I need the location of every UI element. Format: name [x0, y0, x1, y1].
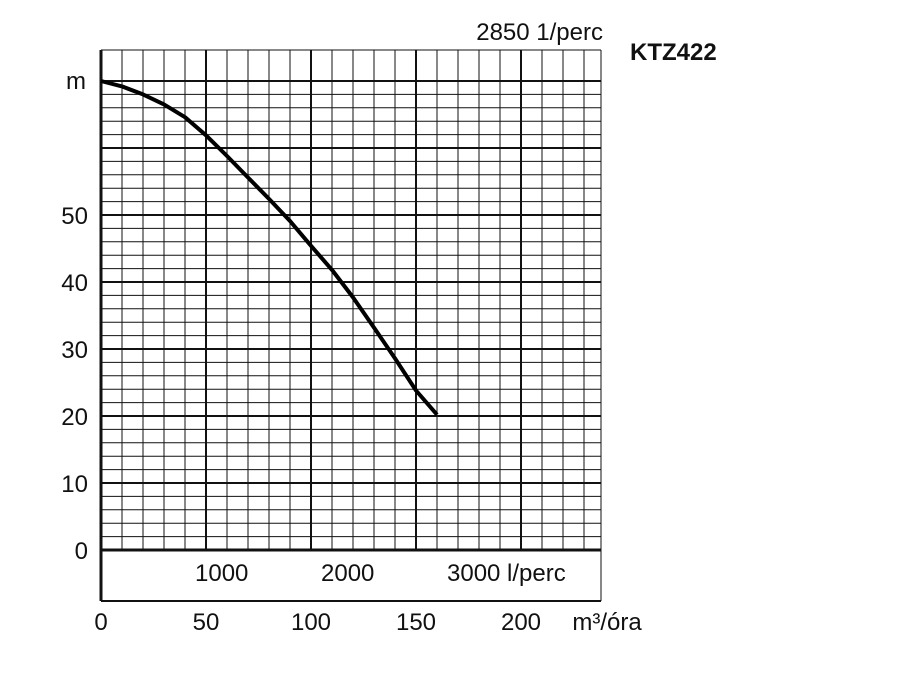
x-axis-ticks: 0 50 100 150 200 — [94, 609, 541, 636]
y-tick-label: 30 — [61, 337, 88, 364]
lpm-tick-label: 1000 — [195, 560, 248, 587]
pump-curve — [100, 79, 439, 417]
x-tick-label: 200 — [501, 609, 541, 636]
lpm-tick-label: 2000 — [321, 560, 374, 587]
x-axis-unit: m³/óra — [572, 609, 642, 636]
y-axis-ticks: 0 10 20 30 40 50 — [61, 203, 88, 565]
lpm-tick-label: 3000 l/perc — [447, 560, 566, 587]
curve-layer — [100, 79, 439, 417]
x-tick-label: 100 — [291, 609, 331, 636]
y-tick-label: 20 — [61, 404, 88, 431]
y-tick-label: 10 — [61, 471, 88, 498]
x-tick-label: 150 — [396, 609, 436, 636]
lpm-axis-ticks: 1000 2000 3000 l/perc — [195, 560, 566, 587]
y-tick-label: 0 — [75, 538, 88, 565]
y-tick-label: 50 — [61, 203, 88, 230]
x-tick-label: 50 — [193, 609, 220, 636]
chart-title: KTZ422 — [630, 39, 717, 66]
speed-label: 2850 1/perc — [476, 19, 603, 46]
grid — [100, 49, 601, 551]
chart-frame — [99, 50, 602, 602]
x-tick-label: 0 — [94, 609, 107, 636]
y-tick-label: 40 — [61, 270, 88, 297]
y-axis-unit: m — [66, 68, 86, 95]
